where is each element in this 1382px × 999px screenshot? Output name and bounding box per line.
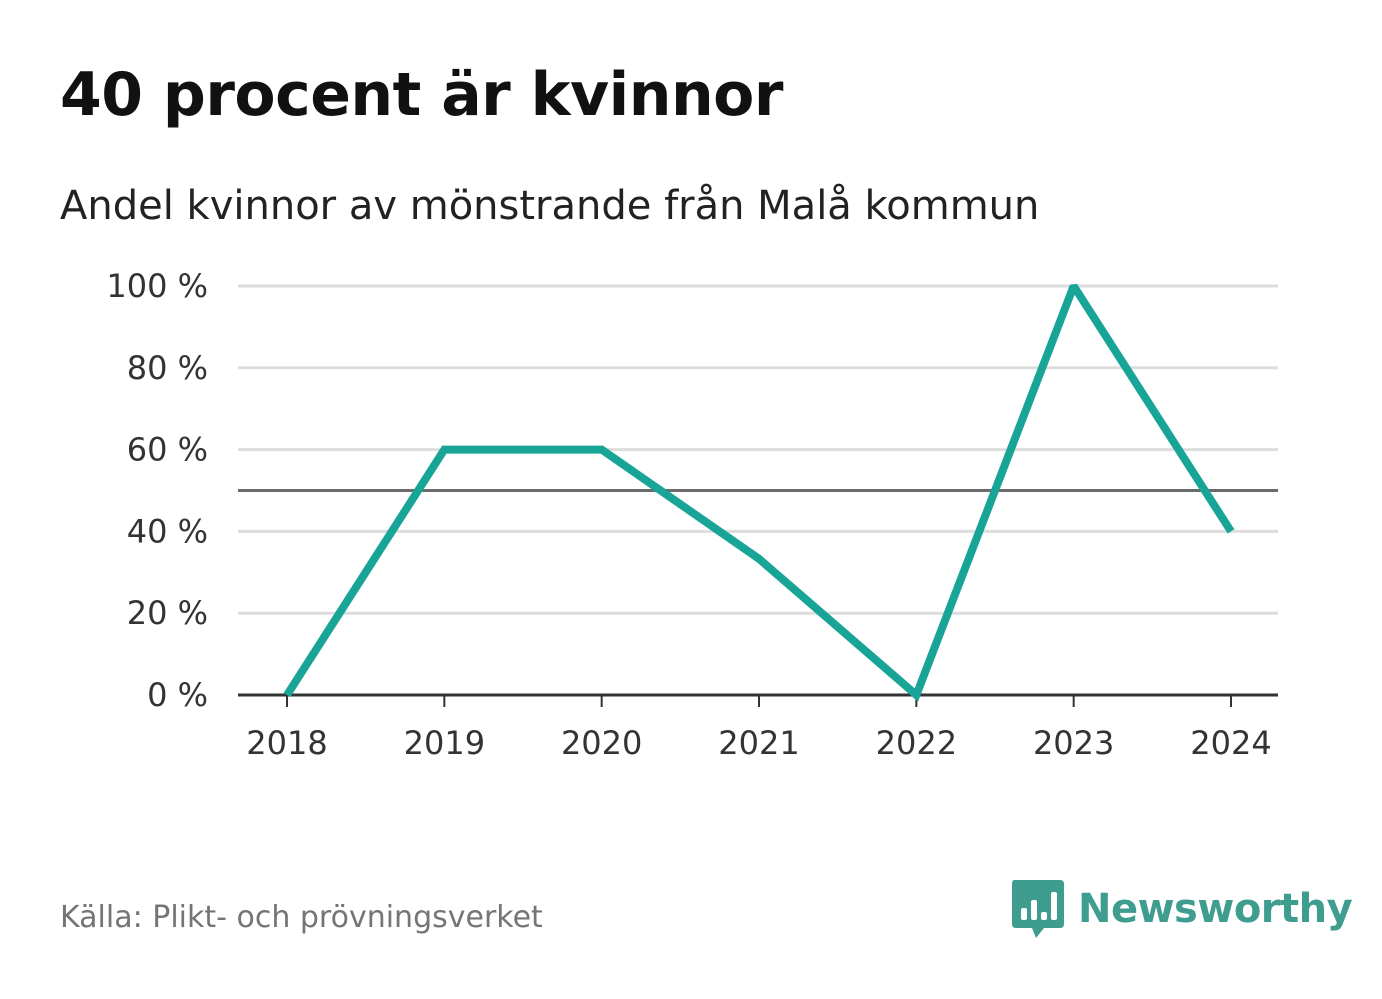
y-tick-label: 80 % xyxy=(127,349,208,387)
bar-chart-speech-bubble-icon xyxy=(1012,880,1064,938)
brand-logo: Newsworthy xyxy=(1010,878,1353,940)
y-tick-label: 100 % xyxy=(106,267,208,305)
y-tick-label: 60 % xyxy=(127,431,208,469)
x-tick-label: 2018 xyxy=(246,724,327,762)
x-tick-label: 2019 xyxy=(404,724,485,762)
y-tick-label: 20 % xyxy=(127,594,208,632)
x-tick-label: 2023 xyxy=(1033,724,1114,762)
y-tick-label: 0 % xyxy=(147,676,208,714)
x-tick-label: 2024 xyxy=(1190,724,1271,762)
chart-subtitle: Andel kvinnor av mönstrande från Malå ko… xyxy=(60,183,1040,229)
chart-title: 40 procent är kvinnor xyxy=(60,60,783,130)
x-tick-label: 2021 xyxy=(718,724,799,762)
y-tick-label: 40 % xyxy=(127,512,208,550)
x-tick-label: 2020 xyxy=(561,724,642,762)
x-tick-label: 2022 xyxy=(876,724,957,762)
source-note: Källa: Plikt- och prövningsverket xyxy=(60,900,543,935)
brand-name: Newsworthy xyxy=(1078,886,1353,932)
